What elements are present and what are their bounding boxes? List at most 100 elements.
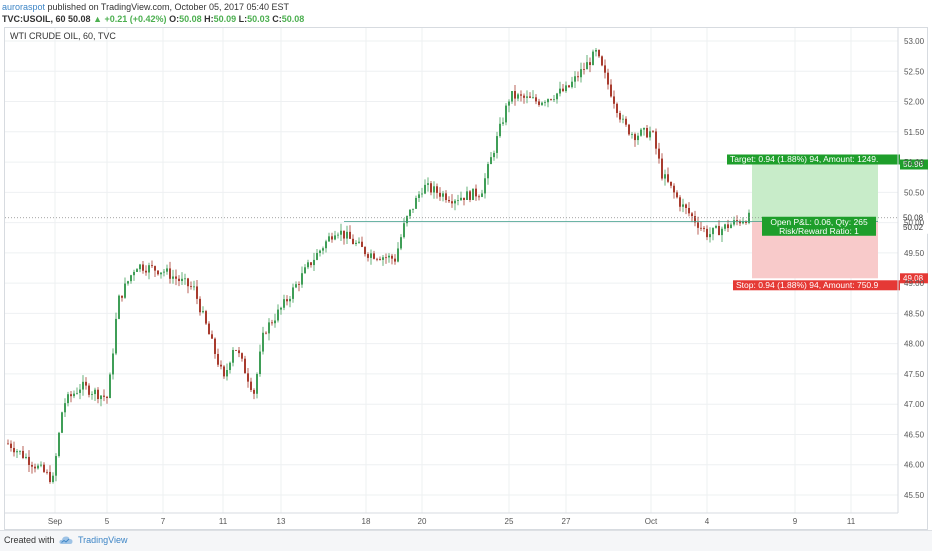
candle-body (475, 188, 477, 197)
candle-body (400, 237, 402, 249)
candle-body (607, 72, 609, 85)
candle-body (133, 271, 135, 276)
candle-body (145, 270, 147, 273)
candle-body (532, 97, 534, 99)
candle-body (166, 268, 168, 272)
candle-body (10, 443, 12, 448)
tradingview-brand[interactable]: TradingView (78, 535, 128, 545)
candle-body (388, 255, 390, 258)
candle-body (424, 184, 426, 194)
candle-body (727, 224, 729, 229)
y-tick-label: 51.00 (904, 158, 925, 167)
candle-body (193, 286, 195, 288)
candle-body (16, 451, 18, 453)
chart-header: auroraspot published on TradingView.com,… (2, 0, 930, 26)
candle-body (112, 353, 114, 375)
candle-body (490, 157, 492, 165)
close-label: C: (272, 14, 282, 24)
price-change: +0.21 (+0.42%) (104, 14, 167, 24)
candle-body (622, 118, 624, 120)
candle-body (697, 222, 699, 228)
candle-body (538, 101, 540, 105)
candle-body (649, 131, 651, 138)
candle-body (547, 99, 549, 103)
candle-body (457, 200, 459, 201)
candle-body (601, 56, 603, 66)
candle-body (646, 127, 648, 138)
candle-body (643, 127, 645, 130)
candle-body (517, 94, 519, 99)
candle-body (37, 465, 39, 469)
candle-body (67, 394, 69, 404)
candle-body (154, 266, 156, 271)
candle-body (355, 242, 357, 245)
candle-body (148, 265, 150, 273)
author-link[interactable]: auroraspot (2, 2, 46, 12)
candle-body (595, 49, 597, 52)
y-tick-label: 50.00 (904, 219, 925, 228)
candle-body (28, 456, 30, 465)
candle-body (535, 97, 537, 102)
candle-body (262, 332, 264, 352)
created-with-text: Created with (4, 535, 55, 545)
candle-body (673, 185, 675, 193)
candle-body (190, 286, 192, 288)
candle-body (139, 264, 141, 270)
footer-bar: Created with TradingView (0, 530, 932, 551)
candle-body (43, 464, 45, 472)
candle-body (403, 223, 405, 238)
candle-body (325, 241, 327, 249)
candle-body (658, 148, 660, 159)
candle-body (637, 135, 639, 141)
open-label: O: (169, 14, 180, 24)
candle-body (244, 358, 246, 374)
entry-price-badge: 50.02 (903, 223, 924, 232)
candle-body (226, 369, 228, 377)
candle-body (745, 221, 747, 223)
candle-body (127, 281, 129, 284)
candle-body (406, 216, 408, 224)
candle-body (544, 102, 546, 104)
candle-body (379, 258, 381, 260)
candle-body (217, 353, 219, 365)
candle-body (700, 227, 702, 229)
candle-body (640, 129, 642, 136)
x-tick-label: 13 (277, 517, 286, 526)
candle-body (691, 213, 693, 217)
candle-body (349, 231, 351, 239)
candle-body (91, 394, 93, 395)
candle-body (61, 412, 63, 433)
candle-body (175, 276, 177, 279)
candle-body (685, 204, 687, 208)
candles (7, 47, 750, 484)
candle-body (694, 216, 696, 223)
candle-body (742, 221, 744, 224)
candle-body (289, 298, 291, 302)
candle-body (313, 259, 315, 266)
candle-body (109, 374, 111, 399)
candle-body (583, 69, 585, 70)
candle-body (268, 322, 270, 334)
candle-body (100, 395, 102, 400)
candle-body (634, 134, 636, 141)
candle-body (589, 62, 591, 66)
high-label: H: (204, 14, 214, 24)
x-tick-label: 25 (505, 517, 514, 526)
candle-body (409, 209, 411, 217)
candle-body (397, 248, 399, 262)
x-tick-label: 11 (219, 517, 228, 526)
candle-body (121, 295, 123, 298)
candle-body (241, 353, 243, 359)
y-tick-label: 52.50 (904, 67, 925, 76)
candle-body (514, 91, 516, 99)
tradingview-cloud-icon (59, 536, 73, 544)
target-label: Target: 0.94 (1.88%) 94, Amount: 1249. (730, 154, 878, 164)
high-value: 50.09 (213, 14, 237, 24)
y-tick-label: 46.00 (904, 461, 925, 470)
candle-body (64, 403, 66, 413)
candle-body (556, 93, 558, 100)
candle-body (274, 320, 276, 324)
stop-price-badge: 49.08 (903, 274, 924, 283)
candle-body (295, 284, 297, 288)
